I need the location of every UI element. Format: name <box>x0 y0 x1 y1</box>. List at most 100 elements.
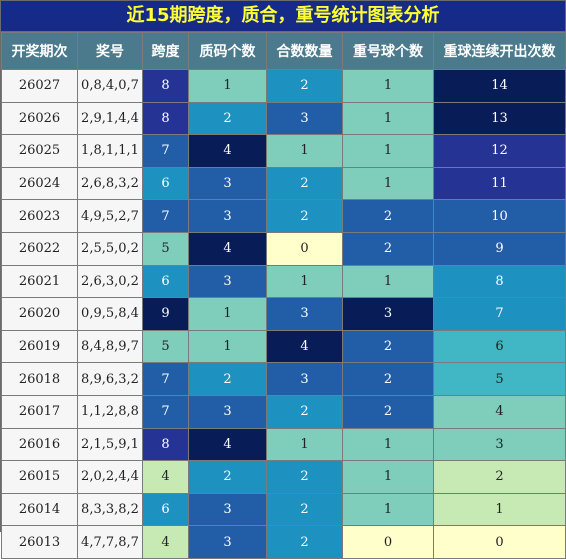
issue-cell: 26017 <box>1 394 78 429</box>
prime-count-cell: 4 <box>188 134 267 168</box>
streak-count-cell: 14 <box>433 69 566 103</box>
prime-count-cell: 3 <box>188 166 267 201</box>
column-header-repeat: 重号球个数 <box>342 32 434 70</box>
numbers-cell: 0,8,4,0,7 <box>77 69 143 103</box>
composite-count-cell: 2 <box>266 394 343 429</box>
repeat-count-cell: 1 <box>342 492 434 527</box>
numbers-cell: 8,9,6,3,2 <box>77 362 143 396</box>
prime-count-cell: 1 <box>188 329 267 364</box>
numbers-cell: 8,3,3,8,2 <box>77 492 143 527</box>
issue-cell: 26015 <box>1 460 78 494</box>
table-row: 26015 2,0,2,4,4 4 2 2 1 2 <box>1 460 566 494</box>
composite-count-cell: 2 <box>266 69 343 103</box>
prime-count-cell: 3 <box>188 199 267 233</box>
streak-count-cell: 10 <box>433 199 566 233</box>
issue-cell: 26027 <box>1 69 78 103</box>
prime-count-cell: 2 <box>188 362 267 396</box>
page-title: 近15期跨度，质合，重号统计图表分析 <box>1 1 565 32</box>
span-cell: 8 <box>142 427 189 462</box>
composite-count-cell: 3 <box>266 101 343 136</box>
repeat-count-cell: 2 <box>342 362 434 396</box>
streak-count-cell: 11 <box>433 166 566 201</box>
repeat-count-cell: 2 <box>342 329 434 364</box>
streak-count-cell: 0 <box>433 525 566 559</box>
composite-count-cell: 2 <box>266 166 343 201</box>
table-row: 26025 1,8,1,1,1 7 4 1 1 12 <box>1 134 566 168</box>
table-row: 26017 1,1,2,8,8 7 3 2 2 4 <box>1 394 566 429</box>
prime-count-cell: 3 <box>188 394 267 429</box>
streak-count-cell: 7 <box>433 297 566 331</box>
table-row: 26021 2,6,3,0,2 6 3 1 1 8 <box>1 264 566 299</box>
composite-count-cell: 4 <box>266 329 343 364</box>
repeat-count-cell: 1 <box>342 264 434 299</box>
span-cell: 9 <box>142 297 189 331</box>
issue-cell: 26018 <box>1 362 78 396</box>
span-cell: 8 <box>142 69 189 103</box>
repeat-count-cell: 1 <box>342 166 434 201</box>
issue-cell: 26022 <box>1 231 78 266</box>
numbers-cell: 2,6,8,3,2 <box>77 166 143 201</box>
span-cell: 4 <box>142 525 189 559</box>
span-cell: 8 <box>142 101 189 136</box>
prime-count-cell: 3 <box>188 492 267 527</box>
streak-count-cell: 2 <box>433 460 566 494</box>
column-header-numbers: 奖号 <box>77 32 143 70</box>
repeat-count-cell: 1 <box>342 460 434 494</box>
numbers-cell: 2,1,5,9,1 <box>77 427 143 462</box>
composite-count-cell: 3 <box>266 362 343 396</box>
issue-cell: 26016 <box>1 427 78 462</box>
repeat-count-cell: 1 <box>342 69 434 103</box>
repeat-count-cell: 3 <box>342 297 434 331</box>
issue-cell: 26024 <box>1 166 78 201</box>
span-cell: 7 <box>142 362 189 396</box>
table-header-row: 开奖期次 奖号 跨度 质码个数 合数数量 重号球个数 重球连续开出次数 <box>1 32 566 70</box>
column-header-span: 跨度 <box>142 32 189 70</box>
streak-count-cell: 8 <box>433 264 566 299</box>
span-cell: 7 <box>142 394 189 429</box>
numbers-cell: 4,9,5,2,7 <box>77 199 143 233</box>
repeat-count-cell: 2 <box>342 231 434 266</box>
streak-count-cell: 9 <box>433 231 566 266</box>
numbers-cell: 2,6,3,0,2 <box>77 264 143 299</box>
streak-count-cell: 5 <box>433 362 566 396</box>
table-row: 26022 2,5,5,0,2 5 4 0 2 9 <box>1 231 566 266</box>
column-header-composite: 合数数量 <box>266 32 343 70</box>
composite-count-cell: 2 <box>266 460 343 494</box>
issue-cell: 26014 <box>1 492 78 527</box>
prime-count-cell: 1 <box>188 297 267 331</box>
span-cell: 5 <box>142 329 189 364</box>
column-header-issue: 开奖期次 <box>1 32 78 70</box>
table-row: 26018 8,9,6,3,2 7 2 3 2 5 <box>1 362 566 396</box>
streak-count-cell: 4 <box>433 394 566 429</box>
numbers-cell: 2,9,1,4,4 <box>77 101 143 136</box>
issue-cell: 26026 <box>1 101 78 136</box>
span-cell: 6 <box>142 492 189 527</box>
table-row: 26019 8,4,8,9,7 5 1 4 2 6 <box>1 329 566 364</box>
composite-count-cell: 3 <box>266 297 343 331</box>
column-header-streak: 重球连续开出次数 <box>433 32 566 70</box>
composite-count-cell: 2 <box>266 492 343 527</box>
numbers-cell: 1,8,1,1,1 <box>77 134 143 168</box>
issue-cell: 26020 <box>1 297 78 331</box>
prime-count-cell: 2 <box>188 460 267 494</box>
span-cell: 7 <box>142 199 189 233</box>
repeat-count-cell: 1 <box>342 427 434 462</box>
repeat-count-cell: 1 <box>342 101 434 136</box>
composite-count-cell: 1 <box>266 134 343 168</box>
numbers-cell: 2,0,2,4,4 <box>77 460 143 494</box>
prime-count-cell: 3 <box>188 525 267 559</box>
repeat-count-cell: 2 <box>342 199 434 233</box>
table-row: 26020 0,9,5,8,4 9 1 3 3 7 <box>1 297 566 331</box>
numbers-cell: 0,9,5,8,4 <box>77 297 143 331</box>
table-row: 26014 8,3,3,8,2 6 3 2 1 1 <box>1 492 566 527</box>
span-cell: 7 <box>142 134 189 168</box>
issue-cell: 26013 <box>1 525 78 559</box>
streak-count-cell: 12 <box>433 134 566 168</box>
numbers-cell: 4,7,7,8,7 <box>77 525 143 559</box>
numbers-cell: 2,5,5,0,2 <box>77 231 143 266</box>
span-cell: 6 <box>142 166 189 201</box>
table-row: 26027 0,8,4,0,7 8 1 2 1 14 <box>1 69 566 103</box>
numbers-cell: 1,1,2,8,8 <box>77 394 143 429</box>
prime-count-cell: 3 <box>188 264 267 299</box>
